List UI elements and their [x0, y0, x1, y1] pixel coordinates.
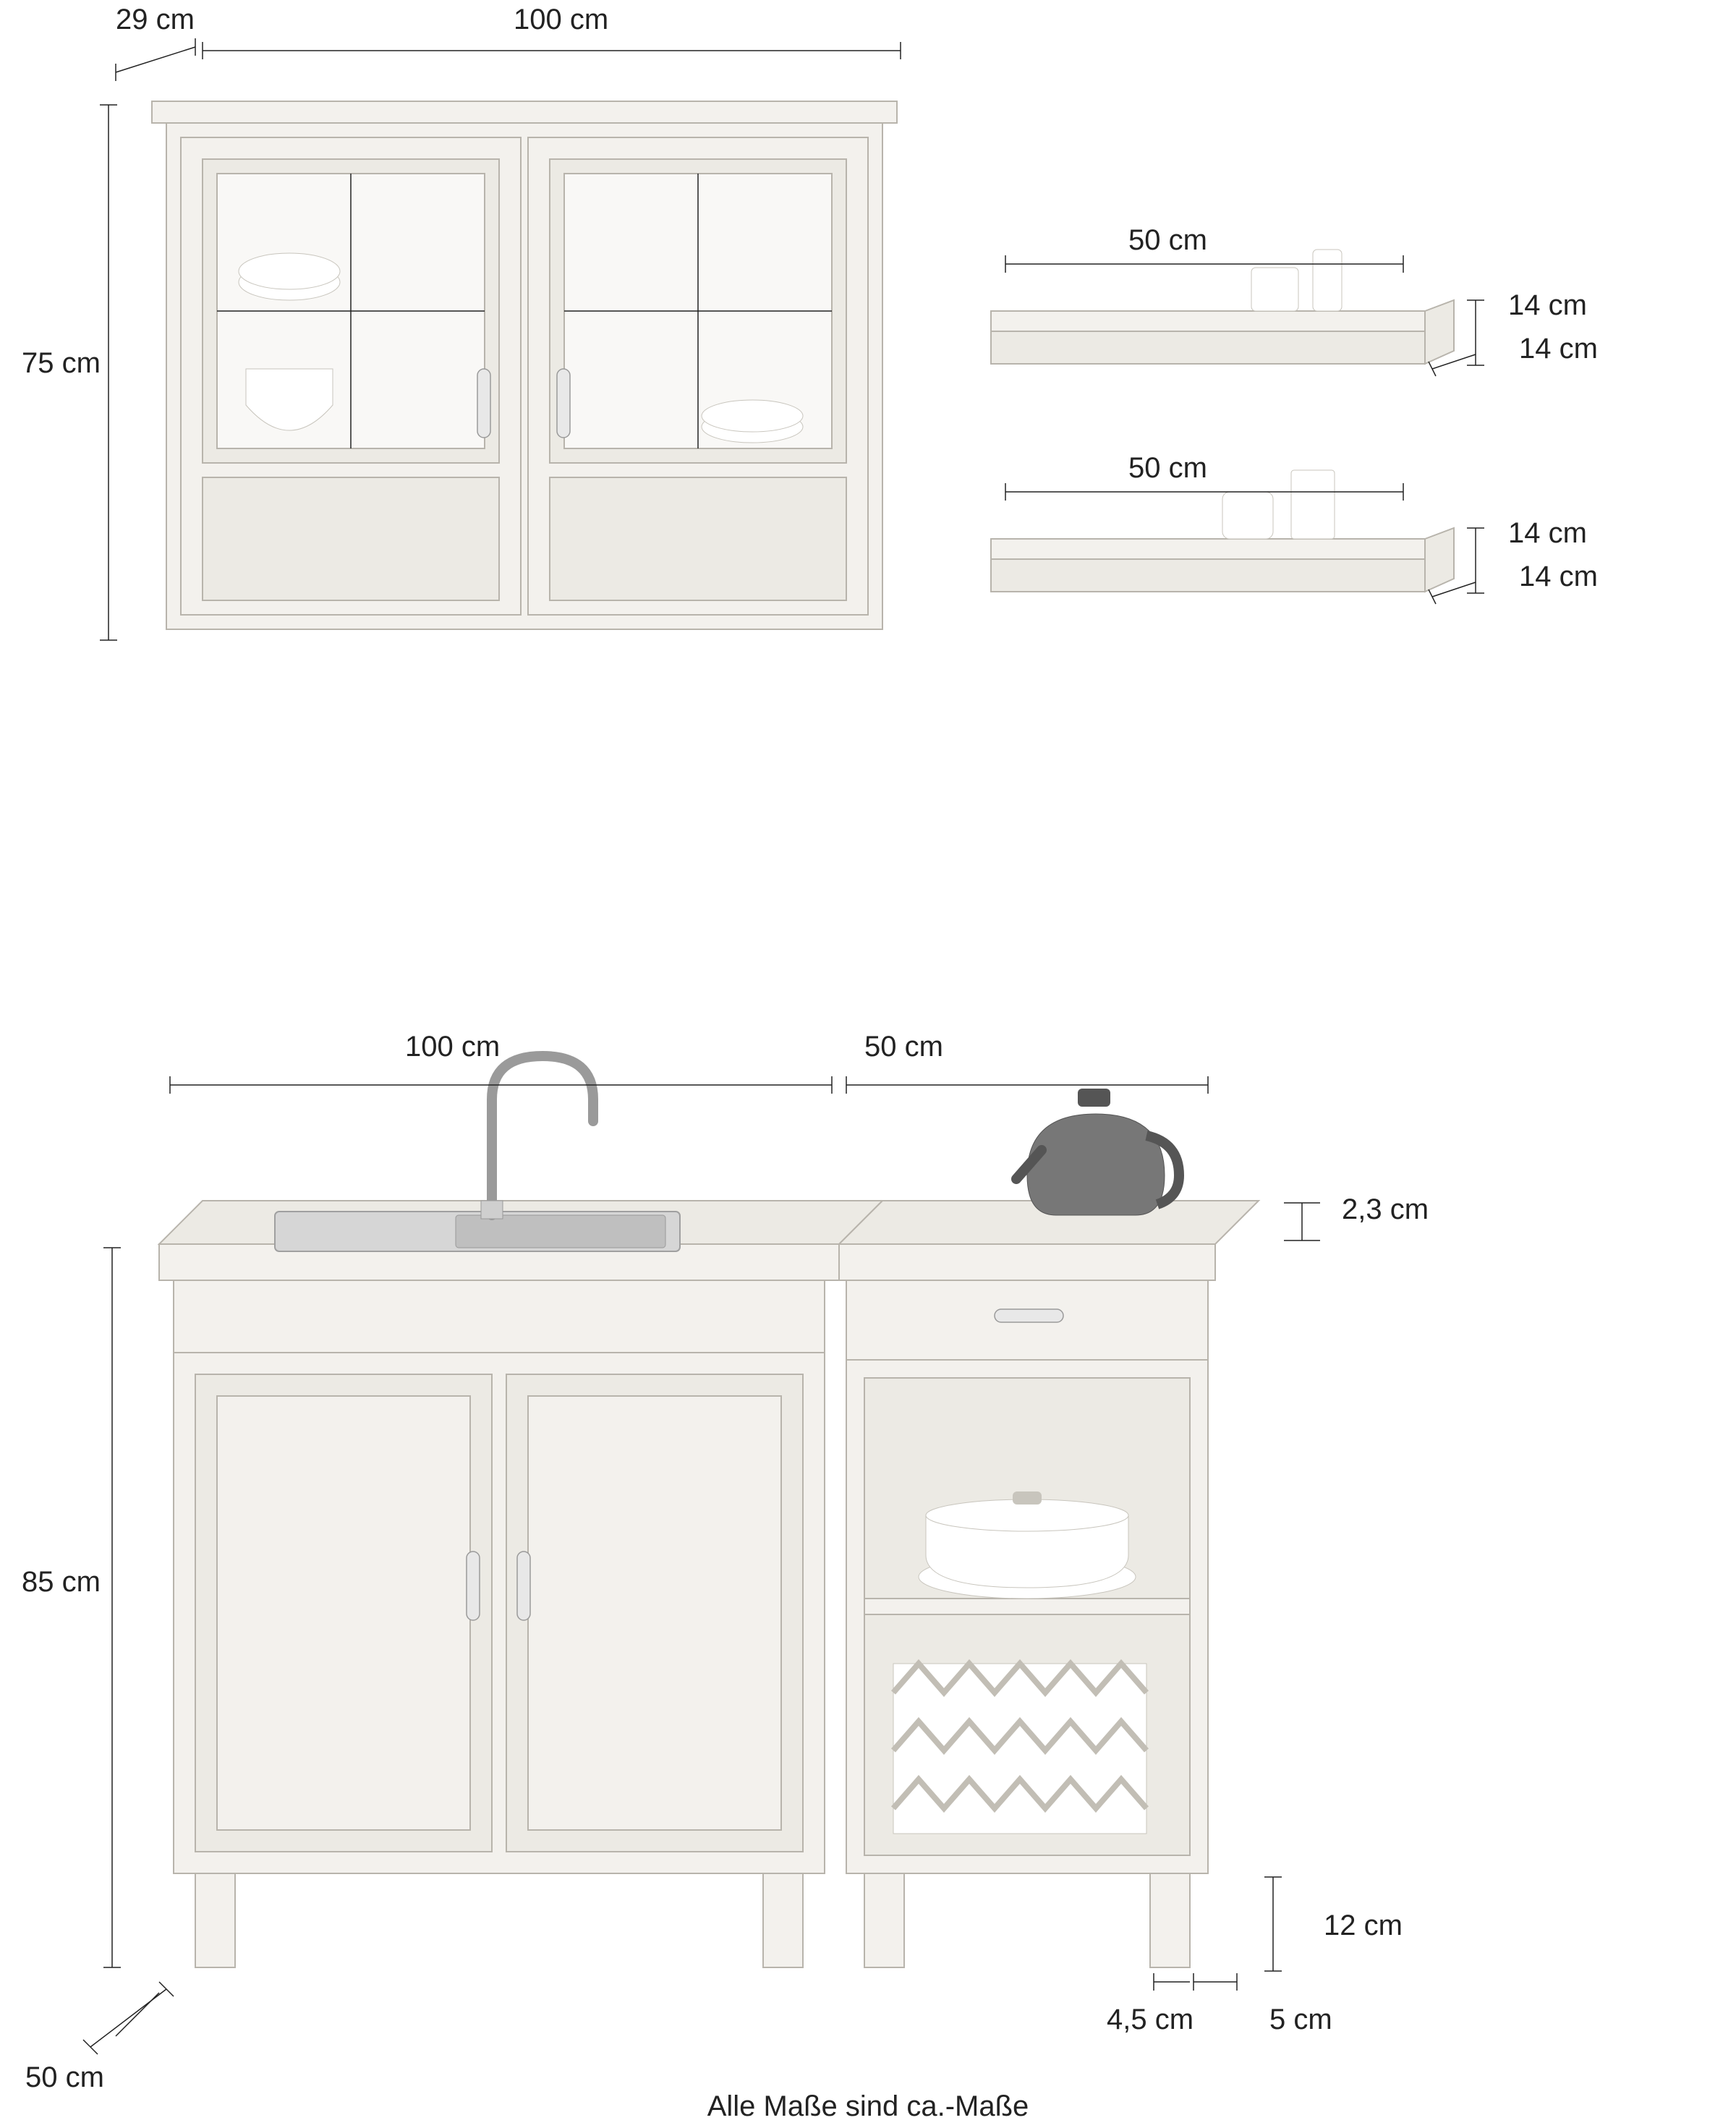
label-base-depth: 50 cm: [25, 2061, 104, 2094]
label-upper-width: 100 cm: [514, 4, 608, 36]
dim-upper-top: [109, 43, 911, 101]
dim-base-widths: [166, 1071, 1230, 1099]
label-base-left-width: 100 cm: [405, 1031, 500, 1063]
dim-counter-thick: [1280, 1197, 1324, 1255]
label-base-height: 85 cm: [22, 1566, 101, 1599]
label-shelf2-height: 14 cm: [1508, 517, 1587, 550]
label-shelf1-depth: 14 cm: [1519, 333, 1598, 365]
label-upper-height: 75 cm: [22, 347, 101, 380]
label-shelf1-width: 50 cm: [1128, 224, 1207, 257]
label-leg-offset: 4,5 cm: [1107, 2004, 1194, 2036]
dim-shelf2: [998, 485, 1505, 608]
label-upper-depth: 29 cm: [116, 4, 195, 36]
dim-leg: [1085, 1870, 1316, 2014]
upper-cabinet: [152, 87, 897, 644]
dim-shelf1: [998, 257, 1505, 380]
footnote: Alle Maße sind ca.-Maße: [0, 2090, 1736, 2123]
label-shelf2-width: 50 cm: [1128, 452, 1207, 485]
dimension-diagram: 29 cm 100 cm 75 cm 50 cm 14 cm 14 cm 50 …: [0, 0, 1736, 2128]
label-leg-width: 5 cm: [1269, 2004, 1332, 2036]
label-shelf2-depth: 14 cm: [1519, 561, 1598, 593]
label-base-right-width: 50 cm: [864, 1031, 943, 1063]
label-counter-thick: 2,3 cm: [1342, 1193, 1429, 1226]
dim-base-height: [98, 1244, 127, 1975]
label-shelf1-height: 14 cm: [1508, 289, 1587, 322]
dim-base-depth: [83, 1982, 177, 2061]
label-leg-height: 12 cm: [1324, 1910, 1403, 1942]
